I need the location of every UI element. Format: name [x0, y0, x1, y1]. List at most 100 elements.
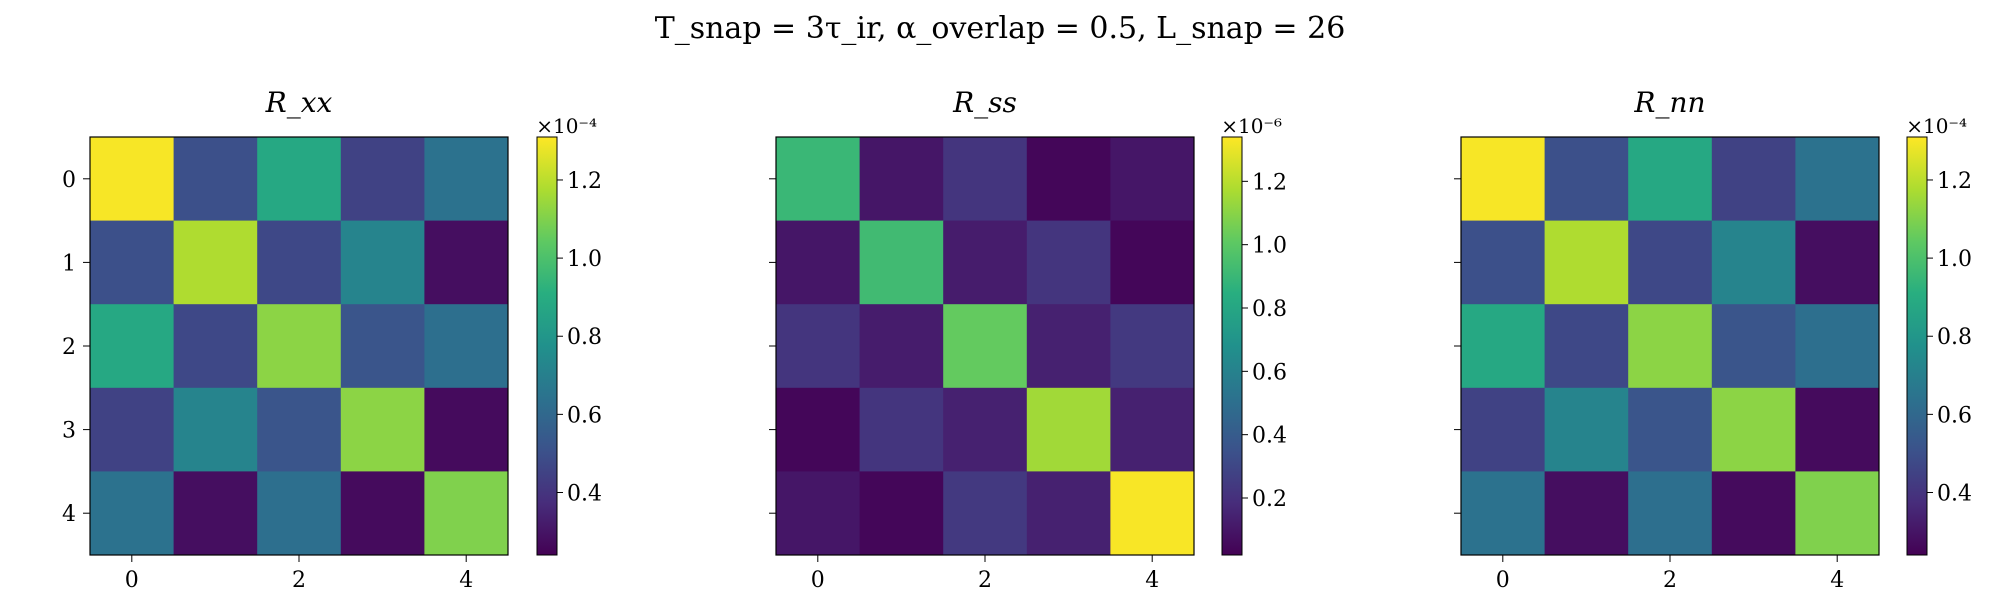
heatmap-cell	[1110, 387, 1195, 472]
colorbar-tick-label: 0.6	[1252, 360, 1287, 385]
heatmap-panel: R_xx 0 2 4 0 1 2 3 4 0.4 0.6 0.8 1.0 1.2 ×10⁻⁴	[62, 86, 602, 593]
heatmap-cell	[943, 304, 1028, 389]
heatmap-cell	[1544, 137, 1629, 222]
heatmap-cell	[424, 304, 509, 389]
heatmap-cell	[1795, 220, 1880, 305]
figure-suptitle: T_snap = 3τ_ir, α_overlap = 0.5, L_snap …	[655, 11, 1346, 46]
heatmap-cell	[776, 387, 861, 472]
x-tick-label: 4	[1145, 568, 1159, 593]
heatmap-panel: R_nn 0 2 4 0.4 0.6 0.8 1.0 1.2 ×10⁻⁴	[1454, 86, 1972, 593]
heatmap-cell	[859, 137, 944, 222]
colorbar	[1221, 136, 1243, 556]
heatmap-cell	[1795, 137, 1880, 222]
heatmap-cell	[1461, 304, 1546, 389]
heatmap-cell	[340, 137, 425, 222]
heatmap-cell	[1026, 471, 1111, 556]
heatmap-cell	[257, 220, 342, 305]
x-tick-label: 0	[811, 568, 825, 593]
y-tick-label: 4	[62, 502, 76, 527]
heatmap-cell	[943, 387, 1028, 472]
heatmap-cell	[424, 220, 509, 305]
heatmap-cell	[1795, 471, 1880, 556]
heatmap-cell	[90, 304, 175, 389]
heatmap-cell	[776, 304, 861, 389]
heatmap-cell	[1711, 220, 1796, 305]
colorbar-offset-text: ×10⁻⁴	[1906, 114, 1967, 138]
x-tick-label: 0	[1496, 568, 1510, 593]
heatmap-cell	[1461, 387, 1546, 472]
colorbar-offset-text: ×10⁻⁴	[536, 114, 597, 138]
heatmap-cell	[943, 137, 1028, 222]
heatmap-panel: R_ss 0 2 4 0.2 0.4 0.6 0.8 1.0 1.2 ×10⁻⁶	[769, 86, 1287, 593]
x-tick-label: 2	[978, 568, 992, 593]
colorbar-tick-label: 0.8	[567, 325, 602, 350]
heatmap-cell	[424, 387, 509, 472]
x-tick-label: 2	[292, 568, 306, 593]
heatmap-cell	[257, 471, 342, 556]
heatmap-cell	[340, 387, 425, 472]
heatmap-cell	[1711, 471, 1796, 556]
heatmap-cell	[90, 387, 175, 472]
colorbar-offset-text: ×10⁻⁶	[1221, 114, 1282, 138]
x-tick-label: 4	[459, 568, 473, 593]
heatmap-cell	[776, 471, 861, 556]
x-tick-label: 2	[1663, 568, 1677, 593]
colorbar-tick-label: 1.2	[1937, 169, 1972, 194]
heatmap-cell	[1110, 220, 1195, 305]
heatmap-cell	[1110, 471, 1195, 556]
heatmap-cell	[1628, 471, 1713, 556]
heatmap-cell	[776, 220, 861, 305]
heatmap-cell	[424, 137, 509, 222]
heatmap-cell	[1461, 137, 1546, 222]
heatmap-cell	[1795, 387, 1880, 472]
heatmap-cell	[859, 471, 944, 556]
heatmap-cell	[1461, 220, 1546, 305]
heatmap-cell	[173, 137, 258, 222]
heatmap-cell	[1461, 471, 1546, 556]
heatmap-cell	[1628, 304, 1713, 389]
heatmap-cell	[173, 220, 258, 305]
colorbar-tick-label: 1.2	[1252, 170, 1287, 195]
heatmap-cell	[859, 304, 944, 389]
heatmap-cell	[1110, 304, 1195, 389]
heatmap-cell	[173, 471, 258, 556]
heatmap-cell	[1026, 304, 1111, 389]
colorbar-tick-label: 1.0	[1252, 234, 1287, 259]
heatmap-cell	[257, 304, 342, 389]
colorbar-tick-label: 1.0	[567, 247, 602, 272]
heatmap-cell	[1795, 304, 1880, 389]
heatmap-cell	[1026, 220, 1111, 305]
heatmap-cell	[1544, 387, 1629, 472]
heatmap-cell	[173, 387, 258, 472]
colorbar-tick-label: 0.4	[1252, 424, 1287, 449]
colorbar-tick-label: 0.2	[1252, 487, 1287, 512]
heatmap-cell	[424, 471, 509, 556]
colorbar	[536, 136, 558, 556]
heatmap-cell	[1544, 471, 1629, 556]
panel-title: R_xx	[265, 86, 333, 119]
heatmap-cell	[1026, 137, 1111, 222]
heatmap-cell	[340, 220, 425, 305]
heatmap-cell	[859, 220, 944, 305]
colorbar-tick-label: 0.4	[567, 481, 602, 506]
heatmap-cell	[1628, 220, 1713, 305]
heatmap-cell	[173, 304, 258, 389]
y-tick-label: 1	[62, 251, 76, 276]
heatmap-cell	[1544, 304, 1629, 389]
heatmap-cell	[859, 387, 944, 472]
heatmap-cell	[1628, 137, 1713, 222]
heatmap-cell	[1628, 387, 1713, 472]
heatmap-cell	[257, 387, 342, 472]
heatmap-cell	[340, 304, 425, 389]
x-tick-label: 0	[125, 568, 139, 593]
y-tick-label: 3	[62, 419, 76, 444]
heatmap-cell	[943, 471, 1028, 556]
heatmap-cell	[1711, 387, 1796, 472]
colorbar-tick-label: 0.6	[567, 403, 602, 428]
heatmap-cell	[90, 220, 175, 305]
colorbar	[1906, 136, 1928, 556]
heatmap-cell	[776, 137, 861, 222]
colorbar-tick-label: 0.8	[1937, 325, 1972, 350]
y-tick-label: 2	[62, 335, 76, 360]
